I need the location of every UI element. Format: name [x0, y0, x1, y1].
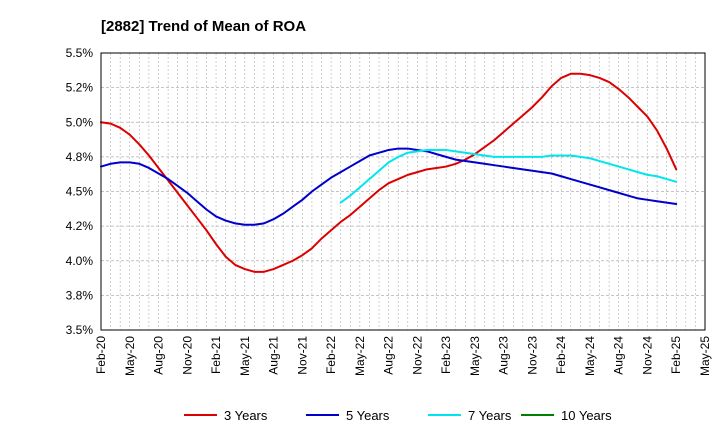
x-tick-label: May-25 — [698, 336, 712, 376]
x-tick-label: Nov-22 — [410, 336, 424, 375]
x-tick-label: Nov-23 — [525, 336, 539, 375]
legend-label: 3 Years — [224, 408, 268, 423]
series-line-5-years — [100, 147, 678, 226]
series-layer — [100, 72, 678, 273]
grid — [101, 53, 705, 330]
y-axis: 5.5% 5.2% 5.0% 4.8% 4.5% 4.2% 4.0% 3.8% 3.5% — [66, 46, 94, 337]
x-tick-label: Nov-20 — [180, 336, 194, 375]
legend-label: 10 Years — [561, 408, 612, 423]
x-tick-label: May-23 — [468, 336, 482, 376]
x-tick-label: Feb-21 — [209, 336, 223, 374]
x-tick-label: Aug-24 — [612, 336, 626, 375]
x-tick-label: Feb-23 — [439, 336, 453, 374]
x-tick-label: Nov-24 — [640, 336, 654, 375]
y-tick-label: 5.2% — [66, 81, 94, 95]
chart-title: [2882] Trend of Mean of ROA — [101, 18, 306, 35]
x-tick-label: Feb-25 — [669, 336, 683, 374]
x-tick-label: Aug-21 — [267, 336, 281, 375]
x-tick-label: Aug-20 — [152, 336, 166, 375]
x-tick-label: May-24 — [583, 336, 597, 376]
x-tick-label: Aug-23 — [497, 336, 511, 375]
y-tick-label: 4.5% — [66, 185, 94, 199]
series-line-7-years — [339, 148, 678, 204]
y-tick-label: 5.5% — [66, 46, 94, 60]
x-tick-label: Feb-22 — [324, 336, 338, 374]
x-tick-label: Feb-20 — [94, 336, 108, 374]
x-tick-label: Feb-24 — [554, 336, 568, 374]
series-line-3-years — [100, 72, 678, 273]
x-tick-label: Aug-22 — [382, 336, 396, 375]
y-tick-label: 5.0% — [66, 115, 94, 129]
y-tick-label: 3.5% — [66, 323, 94, 337]
legend-label: 7 Years — [468, 408, 512, 423]
x-axis: Feb-20 May-20 Aug-20 Nov-20 Feb-21 May-21 Aug-… — [94, 336, 712, 376]
plot-frame — [100, 52, 706, 331]
y-tick-label: 4.2% — [66, 219, 94, 233]
legend-label: 5 Years — [346, 408, 390, 423]
y-tick-label: 4.0% — [66, 254, 94, 268]
x-tick-label: Nov-21 — [295, 336, 309, 375]
legend: 3 Years 5 Years 7 Years 10 Years — [184, 408, 612, 423]
x-tick-label: May-22 — [353, 336, 367, 376]
x-tick-label: May-20 — [123, 336, 137, 376]
y-tick-label: 3.8% — [66, 288, 94, 302]
y-tick-label: 4.8% — [66, 150, 94, 164]
x-tick-label: May-21 — [238, 336, 252, 376]
